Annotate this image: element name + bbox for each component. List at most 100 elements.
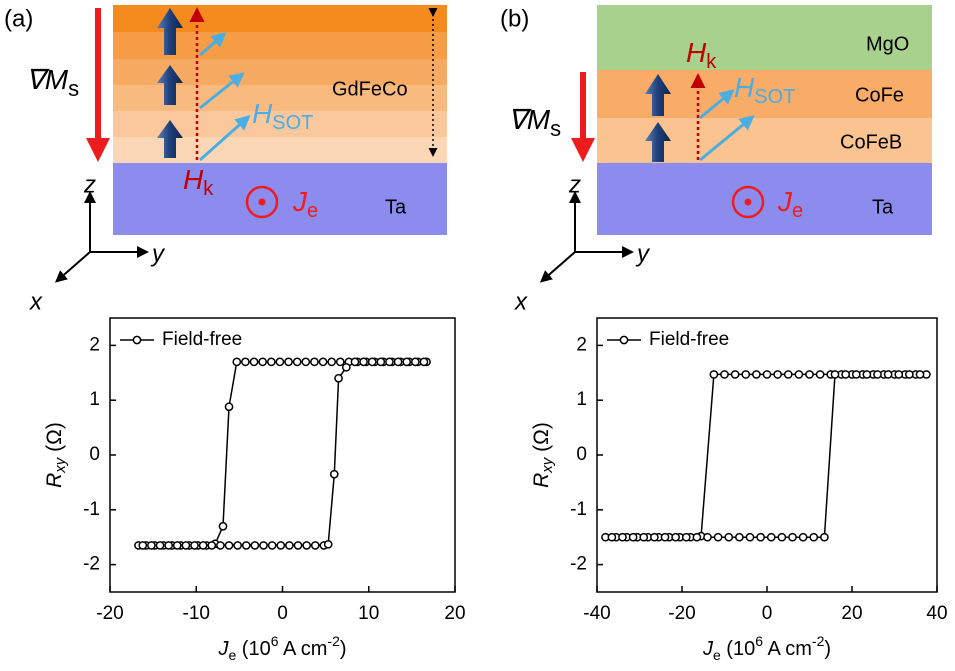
y-axis-label-part: R (530, 473, 553, 488)
data-point (753, 371, 760, 378)
data-point (182, 542, 189, 549)
y-tick-label: 1 (576, 389, 587, 410)
hsot-sub: SOT (754, 86, 795, 108)
data-point (369, 358, 376, 365)
y-axis-label-part: xy (52, 456, 69, 474)
x-axis-label-part: (10 (721, 638, 755, 660)
y-tick-label: 2 (89, 334, 100, 355)
data-point (863, 371, 870, 378)
data-point (651, 534, 658, 541)
data-point (732, 371, 739, 378)
data-point (806, 371, 813, 378)
layer-label: CoFeB (840, 131, 902, 153)
data-point (640, 534, 647, 541)
data-point (412, 358, 419, 365)
data-point (335, 375, 342, 382)
layer (113, 137, 447, 163)
y-axis-label: Rxy (Ω) (43, 422, 69, 488)
data-point (916, 371, 923, 378)
legend-marker (133, 336, 140, 343)
y-tick-label: -2 (570, 554, 587, 575)
data-point (420, 358, 427, 365)
x-tick-label: 0 (762, 603, 773, 624)
series-line (606, 374, 927, 537)
data-point (795, 371, 802, 378)
y-tick-label: 2 (576, 334, 587, 355)
layer-label: GdFeCo (332, 78, 408, 100)
data-point (268, 358, 275, 365)
data-point (661, 534, 668, 541)
data-point (225, 542, 232, 549)
data-point (672, 534, 679, 541)
y-tick-label: -1 (570, 499, 587, 520)
plot-frame (597, 318, 937, 592)
axis-x (58, 252, 90, 280)
data-point (165, 542, 172, 549)
hk-sub: k (706, 51, 717, 73)
x-axis-label-part: ) (824, 638, 831, 660)
data-point (906, 371, 913, 378)
x-tick-label: 10 (358, 603, 379, 624)
x-tick-label: -40 (583, 603, 610, 624)
layer-label: CoFe (855, 84, 904, 106)
data-point (842, 371, 849, 378)
data-point (757, 534, 764, 541)
data-point (303, 542, 310, 549)
axis-label: x (29, 288, 43, 315)
x-axis-label-part: 6 (755, 633, 763, 649)
data-point (260, 542, 267, 549)
axis-x (543, 252, 575, 280)
axis-label: z (83, 171, 96, 198)
data-point (608, 534, 615, 541)
data-point (742, 371, 749, 378)
x-tick-label: 40 (926, 603, 947, 624)
je-text: J (292, 186, 308, 217)
axis-label: z (568, 171, 581, 198)
layer-label: Ta (385, 196, 407, 218)
data-point (312, 542, 319, 549)
data-point (233, 358, 240, 365)
layer-label: MgO (866, 33, 909, 55)
x-axis-label: Je (106 A cm-2) (217, 633, 346, 663)
x-axis-label-part: 6 (271, 633, 279, 649)
data-point (200, 542, 207, 549)
je-sub: e (307, 200, 318, 222)
x-tick-label: 0 (277, 603, 288, 624)
grad-sub: s (68, 76, 79, 101)
hsot-text: H (734, 72, 755, 103)
data-point (821, 534, 828, 541)
y-tick-label: 1 (89, 389, 100, 410)
layer (113, 32, 447, 59)
data-point (768, 534, 775, 541)
y-tick-label: -1 (83, 499, 100, 520)
grad-label: ∇Ms (26, 64, 79, 100)
grad-sub: s (550, 116, 561, 141)
y-axis-label: Rxy (Ω) (530, 422, 556, 488)
hsot-sub: SOT (272, 112, 313, 134)
data-point (885, 371, 892, 378)
data-point (217, 542, 224, 549)
x-axis-label-part: ) (340, 638, 347, 660)
data-point (243, 542, 250, 549)
data-point (294, 358, 301, 365)
axis-label: y (150, 240, 166, 267)
data-point (250, 358, 257, 365)
current-dot (745, 199, 752, 206)
figure: (a) ∇Ms Hk HSOT Je GdFeCo Ta z y x (b) ∇… (0, 0, 955, 671)
data-point (403, 358, 410, 365)
data-point (725, 534, 732, 541)
x-tick-label: -20 (96, 603, 123, 624)
data-point (360, 358, 367, 365)
y-axis-label-part: (Ω) (43, 422, 66, 458)
y-axis-label-part: xy (539, 456, 556, 474)
x-axis-label-part: A cm (763, 638, 812, 660)
data-point (704, 534, 711, 541)
data-point (386, 358, 393, 365)
data-point (234, 542, 241, 549)
data-point (683, 534, 690, 541)
y-axis-label-part: (Ω) (530, 422, 553, 458)
data-point (328, 358, 335, 365)
je-sub: e (792, 200, 803, 222)
data-point (174, 542, 181, 549)
data-point (276, 358, 283, 365)
